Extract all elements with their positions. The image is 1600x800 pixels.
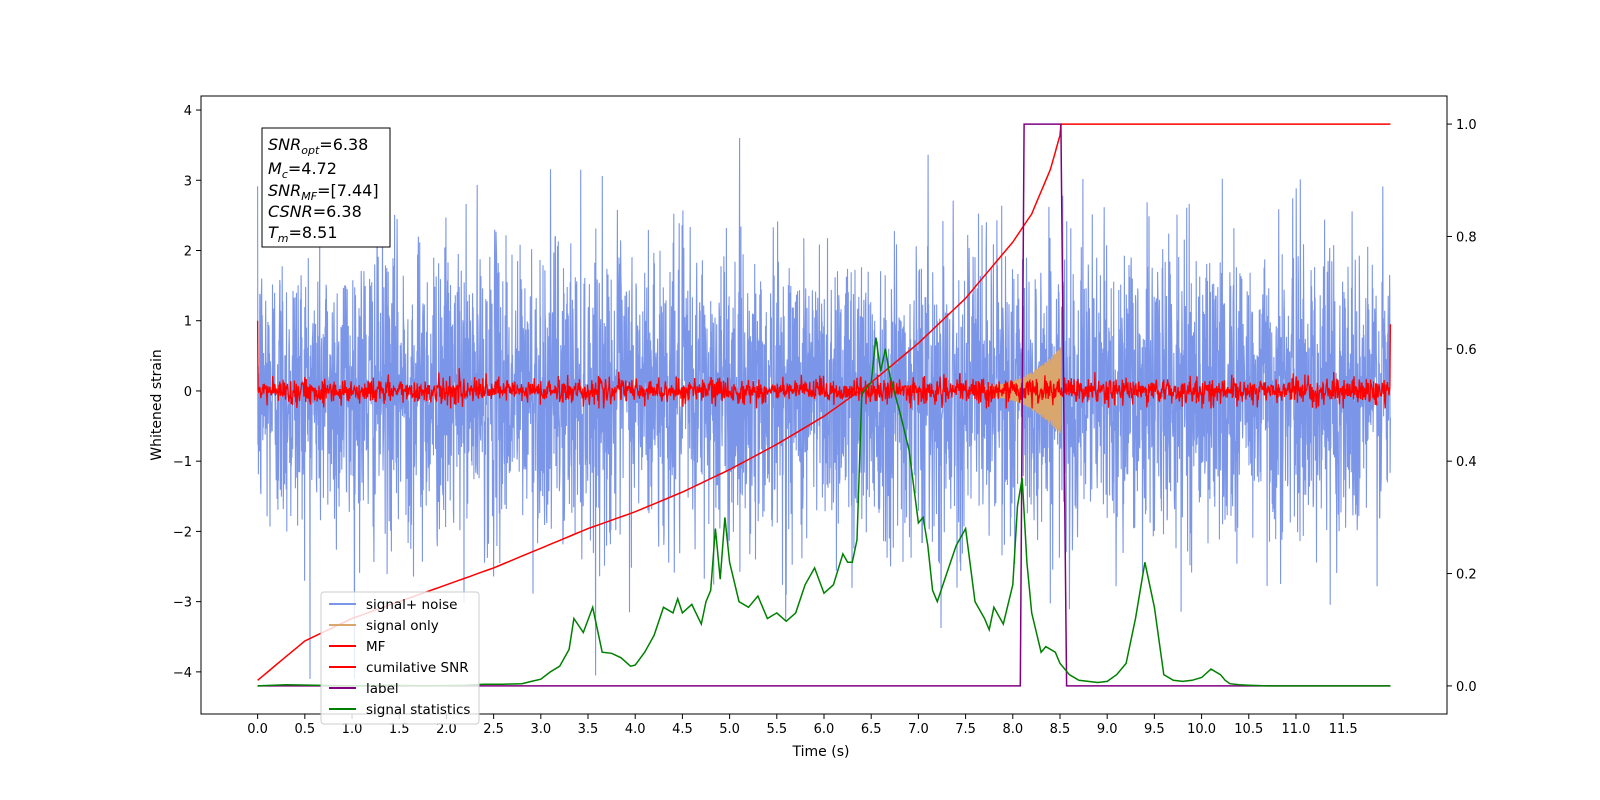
x-tick-label: 7.5 <box>955 722 976 737</box>
x-tick-label: 4.5 <box>672 722 693 737</box>
x-tick-label: 6.5 <box>861 722 882 737</box>
y-tick-label: 3 <box>184 174 192 189</box>
info-tm: Tm=8.51 <box>268 223 338 245</box>
series-signal-noise <box>257 137 1391 679</box>
y-tick-label: 0 <box>184 385 192 400</box>
x-axis: 0.0 0.5 1.0 1.5 2.0 2.5 3.0 3.5 4.0 4.5 5.0 5.5 6.0 6… <box>247 714 1358 737</box>
y2-tick-label: 0.8 <box>1456 230 1477 245</box>
y-tick-label: −1 <box>173 455 192 470</box>
y-tick-label: −4 <box>173 666 192 681</box>
info-box: SNRopt=6.38 Mc=4.72 SNRMF=[7.44] CSNR=6.… <box>261 127 391 248</box>
y2-tick-label: 0.0 <box>1456 680 1477 695</box>
y2-tick-label: 0.2 <box>1456 568 1477 583</box>
y-tick-label: −3 <box>173 596 192 611</box>
legend-label: signal statistics <box>366 702 470 718</box>
x-tick-label: 4.0 <box>625 722 646 737</box>
legend-label: MF <box>366 639 385 655</box>
y-tick-label: 2 <box>184 245 192 260</box>
x-tick-label: 2.5 <box>483 722 504 737</box>
info-mc: Mc=4.72 <box>268 159 337 181</box>
y-axis-right: 1.0 0.8 0.6 0.4 0.2 0.0 <box>1447 118 1477 695</box>
y-axis-label: Whitened strain <box>149 349 165 460</box>
y-tick-label: −2 <box>173 525 192 540</box>
legend-label: signal only <box>366 618 439 634</box>
x-tick-label: 3.5 <box>578 722 599 737</box>
x-tick-label: 5.5 <box>766 722 787 737</box>
x-tick-label: 6.0 <box>814 722 835 737</box>
x-tick-label: 3.0 <box>530 722 551 737</box>
x-tick-label: 1.5 <box>389 722 410 737</box>
info-snr-mf: SNRMF=[7.44] <box>268 181 379 203</box>
series-label <box>257 123 1391 687</box>
x-tick-label: 10.0 <box>1187 722 1216 737</box>
x-tick-label: 9.5 <box>1144 722 1165 737</box>
y-axis-left: 4 3 2 1 0 −1 −2 −3 −4 <box>173 104 201 681</box>
series-mf <box>256 320 1392 409</box>
y2-tick-label: 0.4 <box>1456 455 1477 470</box>
x-tick-label: 8.5 <box>1050 722 1071 737</box>
x-tick-label: 9.0 <box>1097 722 1118 737</box>
x-tick-label: 0.5 <box>294 722 315 737</box>
y-tick-label: 4 <box>184 104 192 119</box>
x-axis-label: Time (s) <box>792 744 850 760</box>
x-tick-label: 8.0 <box>1002 722 1023 737</box>
x-tick-label: 11.0 <box>1281 722 1310 737</box>
y2-tick-label: 0.6 <box>1456 343 1477 358</box>
info-snr-opt: SNRopt=6.38 <box>268 135 368 157</box>
legend: signal+ noise signal only MF cumilative SNR… <box>320 591 480 725</box>
legend-label: cumilative SNR <box>366 660 469 676</box>
x-tick-label: 1.0 <box>342 722 363 737</box>
x-tick-label: 5.0 <box>719 722 740 737</box>
y2-tick-label: 1.0 <box>1456 118 1477 133</box>
legend-label: label <box>366 681 399 697</box>
info-csnr: CSNR=6.38 <box>268 202 362 221</box>
x-tick-label: 2.0 <box>436 722 457 737</box>
y-tick-label: 1 <box>184 315 192 330</box>
x-tick-label: 7.0 <box>908 722 929 737</box>
x-tick-label: 11.5 <box>1329 722 1358 737</box>
x-tick-label: 0.0 <box>247 722 268 737</box>
legend-label: signal+ noise <box>366 597 457 613</box>
x-tick-label: 10.5 <box>1234 722 1263 737</box>
series-signal-statistics <box>257 337 1391 687</box>
